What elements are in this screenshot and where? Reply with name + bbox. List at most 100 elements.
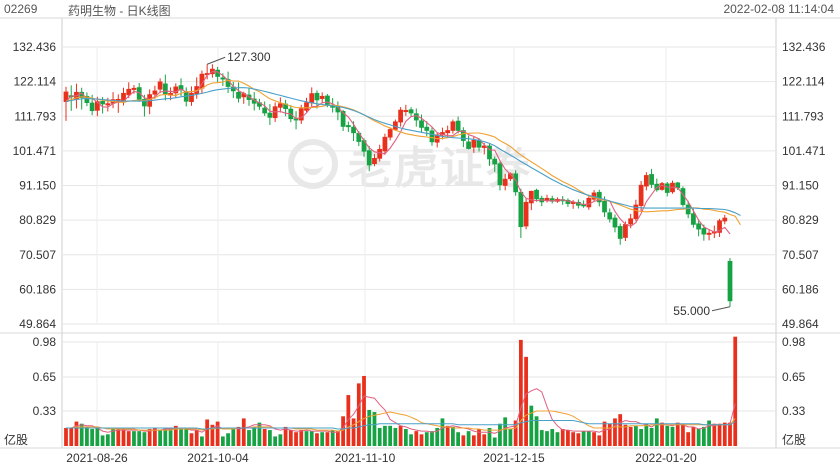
volume-bar <box>147 429 152 446</box>
volume-bar <box>252 426 257 446</box>
price-tick-left: 111.793 <box>14 109 56 123</box>
candle <box>262 101 268 116</box>
volume-bar <box>309 431 314 446</box>
volume-bar <box>618 414 623 446</box>
candle-body <box>528 190 534 204</box>
candle <box>722 214 728 225</box>
volume-unit-left: 亿股 <box>4 432 28 447</box>
volume-bar <box>247 430 251 446</box>
candle-body <box>450 121 456 131</box>
volume-bar <box>733 336 738 446</box>
candle <box>523 197 529 230</box>
volume-bar <box>508 429 513 446</box>
volume-bar <box>722 422 727 446</box>
candle-body <box>413 113 419 121</box>
volume-bar <box>566 430 570 446</box>
candle <box>664 181 670 197</box>
volume-bar <box>152 427 157 446</box>
volume-bar <box>74 421 79 446</box>
candle-body <box>565 199 571 204</box>
candle-body <box>419 120 424 128</box>
candle <box>518 188 524 239</box>
candle-body <box>398 109 403 123</box>
volume-bar <box>200 436 204 446</box>
volume-bar <box>341 416 345 446</box>
candle <box>183 87 189 107</box>
candle-body <box>727 260 733 302</box>
candle <box>460 127 466 148</box>
candle-body <box>623 224 628 238</box>
candle-body <box>570 201 576 204</box>
candle-body <box>152 90 158 95</box>
volume-bar <box>69 427 74 446</box>
candle <box>319 92 325 104</box>
volume-bar <box>325 432 330 446</box>
candle <box>643 172 649 191</box>
candle <box>293 111 299 130</box>
volume-bar <box>482 434 487 446</box>
volume-bar <box>158 430 162 446</box>
volume-bar <box>691 426 696 446</box>
candle <box>393 119 398 131</box>
candle-body <box>387 129 393 138</box>
volume-bar <box>414 431 419 446</box>
volume-bar <box>377 427 382 446</box>
volume-bar <box>184 429 189 446</box>
volume-bar <box>498 423 502 446</box>
price-tick-left: 70.507 <box>19 248 56 262</box>
volume-bar <box>440 418 445 446</box>
candle-body <box>502 178 508 186</box>
candle <box>403 104 409 116</box>
volume-bar <box>294 432 298 446</box>
volume-bar <box>241 418 246 446</box>
candle <box>612 214 618 233</box>
candle-body <box>523 201 529 227</box>
candle <box>131 85 137 94</box>
candle <box>617 223 623 245</box>
candle-body <box>142 98 147 107</box>
candle-body <box>105 103 111 106</box>
volume-bar <box>388 425 393 446</box>
candle <box>691 208 696 228</box>
price-tick-right: 101.471 <box>782 144 826 158</box>
volume-bar <box>471 435 476 446</box>
volume-bar <box>273 436 278 446</box>
candle <box>717 218 722 237</box>
volume-bar <box>649 427 654 446</box>
stock-code: 02269 <box>4 2 38 16</box>
volume-bar <box>728 422 732 446</box>
candle-body <box>126 88 132 96</box>
volume-bar <box>675 422 680 446</box>
volume-bar <box>518 339 523 446</box>
candle-body <box>586 197 592 208</box>
volume-bar <box>592 432 596 446</box>
candle <box>497 161 503 191</box>
candle-body <box>277 103 283 108</box>
volume-bar <box>111 429 115 446</box>
volume-bar <box>179 429 183 446</box>
candle <box>419 114 424 133</box>
volume-bar <box>639 429 644 446</box>
volume-bar <box>456 432 461 446</box>
volume-bar <box>210 424 215 446</box>
candle <box>236 82 241 103</box>
candle-body <box>455 120 461 131</box>
candle <box>189 86 194 106</box>
candle-body <box>691 213 696 225</box>
volume-bar <box>576 433 581 446</box>
volume-bar <box>288 430 293 446</box>
volume-bar <box>665 425 670 446</box>
volume-bar <box>362 375 366 446</box>
volume-bar <box>121 427 126 446</box>
volume-bar <box>393 427 398 446</box>
price-tick-right: 49.864 <box>782 317 819 331</box>
volume-bar <box>231 427 236 446</box>
x-axis-label: 2022-01-20 <box>635 451 697 465</box>
high-annotation-pointer <box>206 56 226 65</box>
volume-bar <box>173 425 178 446</box>
candle <box>115 94 121 113</box>
volume-bar <box>205 419 210 446</box>
volume-bar <box>634 425 638 446</box>
